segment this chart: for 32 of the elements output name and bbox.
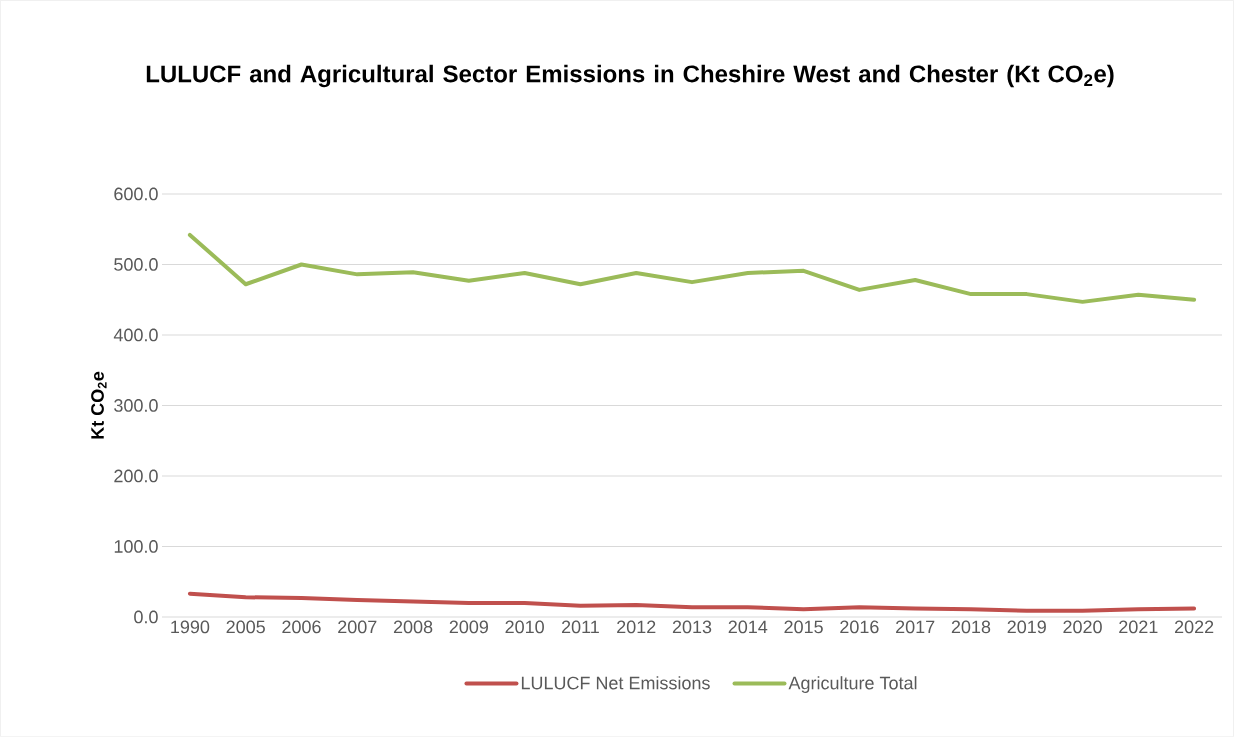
x-tick-label: 2019 (1007, 620, 1046, 634)
y-tick-label: 200.0 (114, 469, 158, 483)
line-series (187, 591, 1197, 613)
x-tick-label: 2022 (1175, 620, 1214, 634)
y-tick-label: 600.0 (114, 187, 158, 201)
y-tick-label: 300.0 (114, 399, 158, 412)
x-tick-label: 2009 (449, 620, 489, 634)
chart-title: LULUCF and Agricultural Sector Emissions in Cheshire West and Chester (Kt CO$_{2}$e) (146, 64, 1114, 88)
y-tick-label: 400.0 (113, 328, 158, 342)
y-tick-label: 0.0 (134, 610, 158, 624)
x-tick-label: 2013 (672, 620, 712, 634)
x-tick-label: 2005 (226, 620, 265, 634)
x-tick-label: 2020 (1063, 620, 1102, 634)
x-tick-label: 2014 (728, 620, 768, 634)
x-tick-label: 2008 (393, 620, 433, 634)
x-tick-label: 2015 (784, 620, 823, 634)
legend-label: LULUCF Net Emissions (521, 676, 710, 690)
x-tick-label: 2021 (1119, 620, 1158, 634)
y-axis-title: Kt CO$_{2}$e (91, 371, 107, 439)
x-tick-label: 1990 (171, 620, 210, 634)
x-tick-label: 2017 (896, 620, 935, 634)
y-tick-label: 100.0 (114, 540, 158, 553)
line-series (187, 232, 1197, 304)
x-tick-label: 2012 (617, 620, 656, 634)
x-tick-label: 2007 (338, 620, 377, 634)
x-tick-label: 2018 (951, 620, 991, 634)
x-tick-label: 2011 (561, 620, 599, 634)
x-tick-label: 2006 (282, 620, 321, 634)
x-tick-label: 2010 (505, 620, 544, 634)
x-tick-label: 2016 (840, 620, 879, 634)
y-tick-label: 500.0 (114, 258, 158, 271)
legend-label: Agriculture Total (788, 676, 917, 693)
